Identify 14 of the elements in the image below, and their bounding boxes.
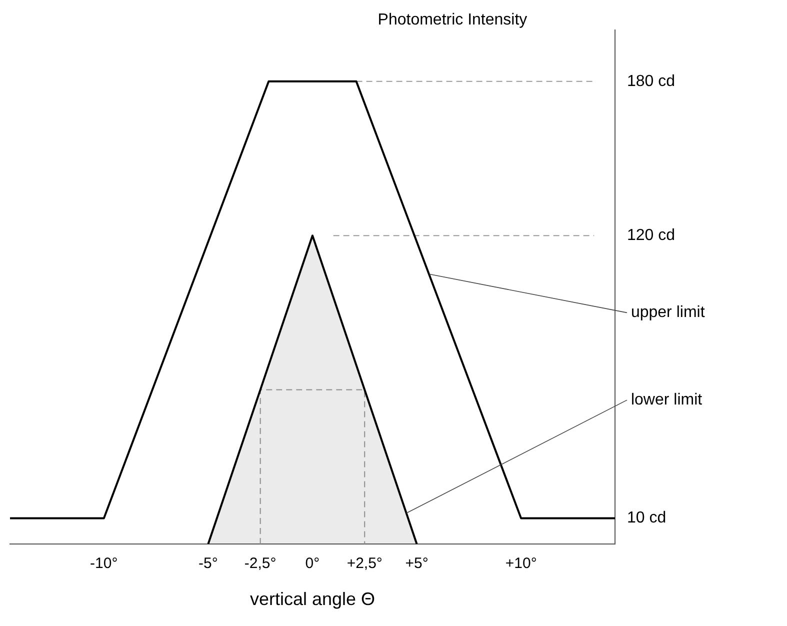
x-tick-label: 0°	[305, 555, 320, 572]
y-tick-label: 180 cd	[626, 72, 676, 90]
x-tick-label: +2,5°	[346, 555, 382, 572]
x-axis-title: vertical angle Θ	[250, 588, 376, 609]
y-axis-title: Photometric Intensity	[378, 11, 528, 28]
y-tick-label: 120 cd	[626, 227, 676, 244]
annotation: upper limit	[630, 304, 706, 322]
y-tick-label: 10 cd	[626, 510, 666, 527]
annotation: lower limit	[630, 391, 703, 408]
x-tick-label: -2,5°	[244, 555, 276, 572]
x-tick-label: -5°	[198, 555, 218, 572]
x-tick-label: +5°	[405, 555, 428, 572]
x-tick-label: -10°	[90, 555, 118, 572]
x-tick-label: +10°	[505, 555, 537, 572]
